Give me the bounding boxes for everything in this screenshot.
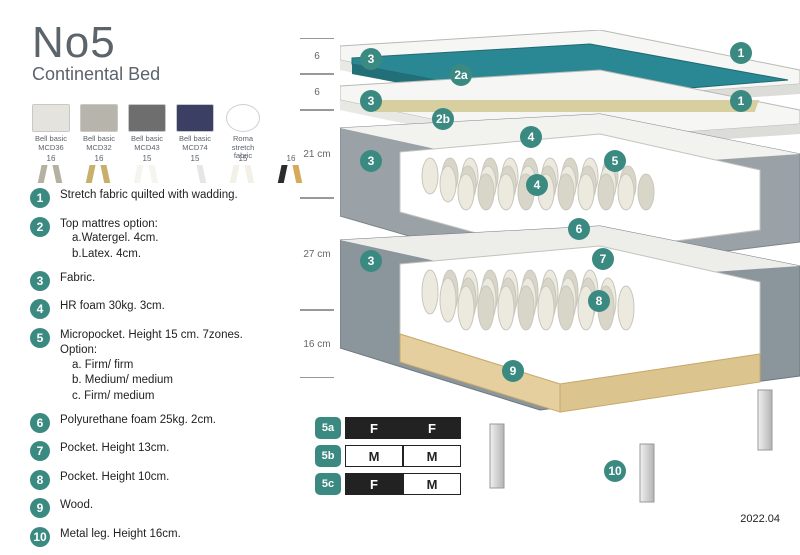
diagram-marker-7: 7 <box>592 248 614 270</box>
exploded-diagram: 312a312b43546378910 <box>340 30 800 510</box>
legend-item: 7 Pocket. Height 13cm. <box>30 441 280 461</box>
legend-text: Pocket. Height 10cm. <box>60 470 169 485</box>
diagram-marker-2a: 2a <box>450 64 472 86</box>
swatch-color <box>80 104 118 132</box>
legend-badge: 9 <box>30 498 50 518</box>
product-subtitle: Continental Bed <box>32 64 160 85</box>
legend-badge: 4 <box>30 299 50 319</box>
leg-swatches: 161615151516 <box>32 154 310 187</box>
diagram-marker-5: 5 <box>604 150 626 172</box>
legend-badge: 7 <box>30 441 50 461</box>
layer-height-ruler: 6621 cm27 cm16 cm <box>300 38 334 378</box>
height-segment: 16 cm <box>300 310 334 378</box>
legend-item: 2 Top mattres option:a.Watergel. 4cm.b.La… <box>30 217 280 263</box>
diagram-marker-3: 3 <box>360 48 382 70</box>
legend-badge: 3 <box>30 271 50 291</box>
swatch-label: Bell basicMCD43 <box>131 135 163 152</box>
fabric-swatch: Romastretch fabric <box>224 104 262 161</box>
swatch-label: Bell basicMCD74 <box>179 135 211 152</box>
diagram-marker-3: 3 <box>360 150 382 172</box>
legend-badge: 5 <box>30 328 50 348</box>
diagram-marker-1: 1 <box>730 90 752 112</box>
legend-text: Pocket. Height 13cm. <box>60 441 169 456</box>
legend-subtext: a.Watergel. 4cm. <box>72 231 159 247</box>
product-title: No5 <box>32 18 116 68</box>
height-segment: 6 <box>300 38 334 74</box>
legend-subtext: c. Firm/ medium <box>72 389 280 405</box>
legend-item: 9 Wood. <box>30 498 280 518</box>
swatch-color <box>226 104 260 132</box>
legend-text: Micropocket. Height 15 cm. 7zones. Optio… <box>60 328 280 358</box>
legend-item: 4 HR foam 30kg. 3cm. <box>30 299 280 319</box>
legend-text: HR foam 30kg. 3cm. <box>60 299 165 314</box>
leg-swatch: 16 <box>32 154 70 187</box>
legend-badge: 6 <box>30 413 50 433</box>
leg-swatch: 15 <box>176 154 214 187</box>
legend-item: 6 Polyurethane foam 25kg. 2cm. <box>30 413 280 433</box>
leg-swatch: 15 <box>224 154 262 187</box>
diagram-marker-6: 6 <box>568 218 590 240</box>
diagram-marker-4: 4 <box>520 126 542 148</box>
diagram-marker-1: 1 <box>730 42 752 64</box>
diagram-marker-9: 9 <box>502 360 524 382</box>
legend-item: 8 Pocket. Height 10cm. <box>30 470 280 490</box>
legend-item: 10 Metal leg. Height 16cm. <box>30 527 280 547</box>
swatch-label: Bell basicMCD36 <box>35 135 67 152</box>
legend-text: Top mattres option: <box>60 217 159 232</box>
legend-subtext: b.Latex. 4cm. <box>72 247 159 263</box>
option-badge: 5b <box>315 445 341 467</box>
fabric-swatch: Bell basicMCD36 <box>32 104 70 161</box>
legend-subtext: a. Firm/ firm <box>72 358 280 374</box>
swatch-label: Bell basicMCD32 <box>83 135 115 152</box>
leg-height-label: 16 <box>32 154 70 163</box>
legend-badge: 8 <box>30 470 50 490</box>
leg-swatch: 15 <box>128 154 166 187</box>
diagram-marker-2b: 2b <box>432 108 454 130</box>
diagram-marker-3: 3 <box>360 250 382 272</box>
swatch-color <box>176 104 214 132</box>
legend-text: Fabric. <box>60 271 95 286</box>
leg-height-label: 15 <box>128 154 166 163</box>
legend-badge: 10 <box>30 527 50 547</box>
legend-badge: 1 <box>30 188 50 208</box>
height-segment: 27 cm <box>300 198 334 310</box>
legend-list: 1 Stretch fabric quilted with wadding. 2 To… <box>30 188 280 555</box>
leg-height-label: 16 <box>80 154 118 163</box>
fabric-swatches: Bell basicMCD36 Bell basicMCD32 Bell basic… <box>32 104 262 161</box>
fabric-swatch: Bell basicMCD43 <box>128 104 166 161</box>
legend-text: Stretch fabric quilted with wadding. <box>60 188 238 203</box>
swatch-color <box>32 104 70 132</box>
diagram-marker-3: 3 <box>360 90 382 112</box>
fabric-swatch: Bell basicMCD32 <box>80 104 118 161</box>
legend-badge: 2 <box>30 217 50 237</box>
legend-text: Polyurethane foam 25kg. 2cm. <box>60 413 216 428</box>
legend-item: 3 Fabric. <box>30 271 280 291</box>
leg-swatch: 16 <box>80 154 118 187</box>
legend-text: Wood. <box>60 498 93 513</box>
height-segment: 21 cm <box>300 110 334 198</box>
legend-text: Metal leg. Height 16cm. <box>60 527 181 542</box>
diagram-marker-4: 4 <box>526 174 548 196</box>
legend-item: 5 Micropocket. Height 15 cm. 7zones. Opti… <box>30 328 280 404</box>
legend-item: 1 Stretch fabric quilted with wadding. <box>30 188 280 208</box>
option-badge: 5a <box>315 417 341 439</box>
diagram-marker-10: 10 <box>604 460 626 482</box>
legend-subtext: b. Medium/ medium <box>72 373 280 389</box>
diagram-marker-8: 8 <box>588 290 610 312</box>
height-segment: 6 <box>300 74 334 110</box>
footer-date: 2022.04 <box>740 513 780 525</box>
fabric-swatch: Bell basicMCD74 <box>176 104 214 161</box>
swatch-color <box>128 104 166 132</box>
option-badge: 5c <box>315 473 341 495</box>
leg-height-label: 15 <box>176 154 214 163</box>
leg-height-label: 15 <box>224 154 262 163</box>
